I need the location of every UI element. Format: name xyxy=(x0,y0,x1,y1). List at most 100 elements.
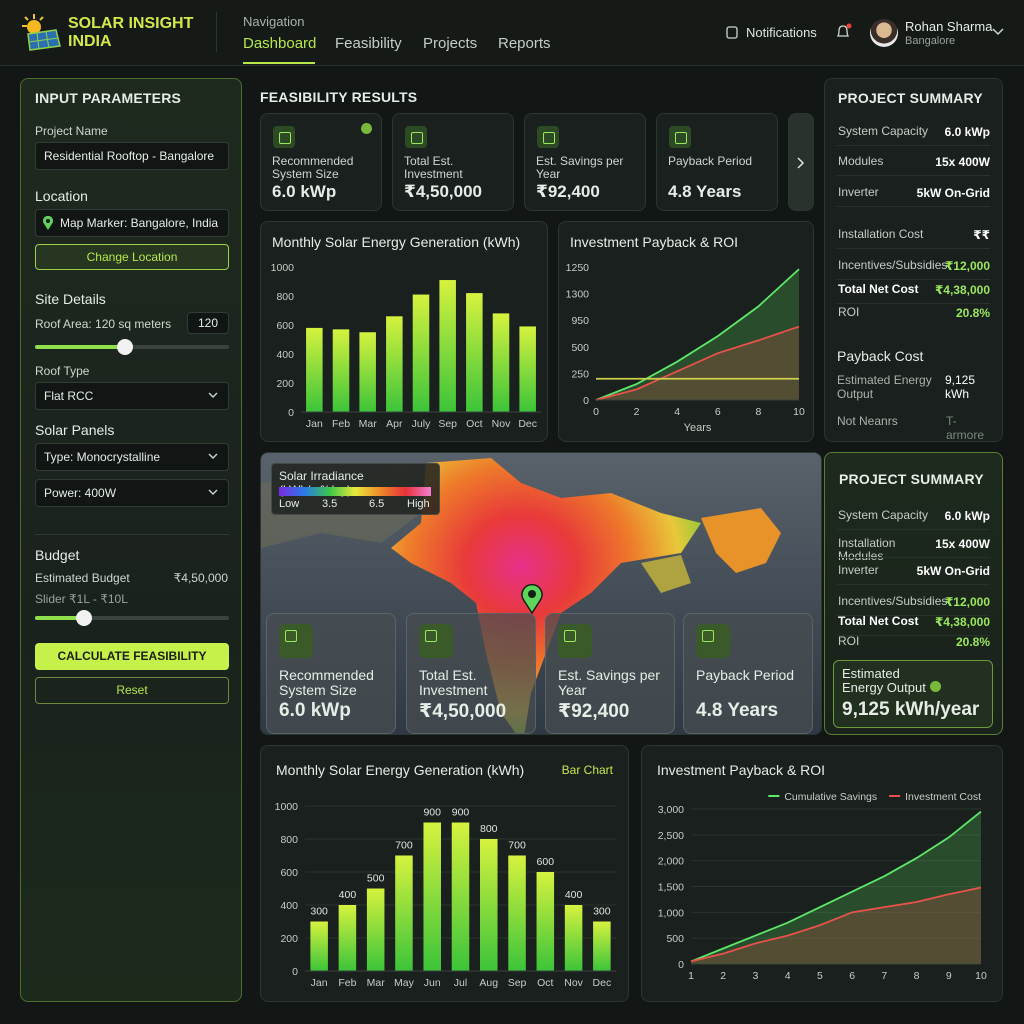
summary-label: Inverter xyxy=(838,563,879,577)
chart: 0 200 400 600 800 1000 Jan 300 Feb 400 Mar 500 May 70… xyxy=(275,801,616,989)
x-tick-label: 2 xyxy=(720,970,726,982)
bar xyxy=(439,280,456,412)
summary-label: Installation Modules xyxy=(838,536,896,563)
row-divider xyxy=(837,175,990,176)
result-card: Est. Savings per Year ₹92,400 xyxy=(524,113,646,211)
calculate-button[interactable]: CALCULATE FEASIBILITY xyxy=(35,643,229,670)
nav-underline xyxy=(243,62,315,64)
section-title: FEASIBILITY RESULTS xyxy=(260,89,418,105)
nav-item[interactable]: Dashboard xyxy=(243,35,317,52)
line xyxy=(690,810,982,963)
bell-icon[interactable] xyxy=(834,22,854,42)
avatar[interactable] xyxy=(870,19,898,47)
slider-track[interactable] xyxy=(35,616,229,620)
next-button[interactable] xyxy=(788,113,814,211)
x-tick-label: 1 xyxy=(688,970,694,982)
card-label: Payback Period xyxy=(668,154,753,168)
area xyxy=(596,326,799,400)
bar xyxy=(451,822,470,971)
y-tick-label: 3,000 xyxy=(658,804,684,816)
card-icon xyxy=(696,624,730,658)
chart-subtitle: Bar Chart xyxy=(561,763,613,777)
text-input[interactable]: Residential Rooftop - Bangalore xyxy=(35,142,229,170)
info-icon[interactable] xyxy=(361,123,372,134)
summary-label: ROI xyxy=(838,305,860,319)
pin-icon xyxy=(43,216,53,230)
location-value: Map Marker: Bangalore, India xyxy=(60,216,219,230)
legend-label: Cumulative Savings xyxy=(784,791,877,803)
energy-label: Estimated Energy Output xyxy=(842,666,926,695)
bar xyxy=(492,313,510,412)
card-label: Est. Savings per Year xyxy=(558,667,660,698)
location-input[interactable]: Map Marker: Bangalore, India xyxy=(35,209,229,237)
slider-label: Slider ₹1L - ₹10L xyxy=(35,592,128,606)
divider xyxy=(216,12,217,52)
x-tick-label: Dec xyxy=(518,418,537,430)
chart: 0 500 1,000 1,500 2,000 2,500 3,000 1 2 3 4 5 6 7 8 9 10… xyxy=(658,791,987,982)
nav-item[interactable]: Feasibility xyxy=(335,35,402,52)
area xyxy=(691,811,981,964)
card-icon xyxy=(419,624,453,658)
x-tick-label: Nov xyxy=(564,977,583,989)
summary-label: Total Net Cost xyxy=(838,282,919,296)
chart-panel: Monthly Solar Energy Generation (kWh) 0 2… xyxy=(260,221,548,442)
card-icon xyxy=(279,624,313,658)
reset-button[interactable]: Reset xyxy=(35,677,229,704)
bar xyxy=(508,855,526,971)
x-tick-label: July xyxy=(412,418,431,430)
card-icon-inner xyxy=(564,630,576,642)
legend-label: High xyxy=(407,498,430,510)
bar xyxy=(338,905,357,971)
map-pin[interactable] xyxy=(521,583,543,615)
x-tick-label: Jun xyxy=(424,977,441,989)
x-tick-label: Jan xyxy=(306,418,323,430)
line xyxy=(595,325,800,401)
x-tick-label: Feb xyxy=(338,977,356,989)
notifications[interactable]: Notifications xyxy=(746,25,817,40)
x-tick-label: May xyxy=(394,977,415,989)
y-tick-label: 800 xyxy=(280,834,298,846)
chevron[interactable] xyxy=(992,28,1004,36)
value-label: 900 xyxy=(452,807,470,819)
x-tick-label: 6 xyxy=(849,970,855,982)
card-value: 4.8 Years xyxy=(668,182,742,201)
panel-type-select[interactable]: Type: Monocrystalline xyxy=(35,443,229,471)
user-name: Rohan Sharma xyxy=(905,19,993,34)
nav-item[interactable]: Reports xyxy=(498,35,551,52)
y-tick-label: 200 xyxy=(276,378,294,390)
value-label: 700 xyxy=(508,840,526,852)
roof-area-input[interactable]: 120 xyxy=(187,312,229,334)
change-location-button[interactable]: Change Location xyxy=(35,244,229,270)
budget-value: ₹4,50,000 xyxy=(173,571,228,585)
summary-panel: PROJECT SUMMARY Estimated Energy Output … xyxy=(824,452,1003,735)
y-tick-label: 600 xyxy=(280,867,298,879)
card-label: Est. Savings per Year xyxy=(536,154,624,181)
info-icon[interactable] xyxy=(930,681,941,692)
chart-title: Monthly Solar Energy Generation (kWh) xyxy=(272,234,521,250)
line xyxy=(690,886,982,963)
user-location: Bangalore xyxy=(905,35,956,47)
x-tick-label: Sep xyxy=(508,977,527,989)
bar xyxy=(395,855,413,971)
y-tick-label: 0 xyxy=(292,966,298,978)
summary-label: Modules xyxy=(838,154,884,168)
y-tick-label: 0 xyxy=(288,407,294,419)
x-tick-label: Dec xyxy=(593,977,612,989)
legend-label: 3.5 xyxy=(322,498,338,510)
slider-knob[interactable] xyxy=(117,339,133,355)
panel-power-select[interactable]: Power: 400W xyxy=(35,479,229,507)
nav-item[interactable]: Projects xyxy=(423,35,478,52)
bar xyxy=(480,839,498,971)
card-value: ₹4,50,000 xyxy=(404,182,483,201)
map-card: Total Est. Investment ₹4,50,000 xyxy=(406,613,536,734)
x-tick-label: Sep xyxy=(438,418,457,430)
value-label: 400 xyxy=(339,889,357,901)
y-tick-label: 950 xyxy=(571,315,589,327)
roof-type-select[interactable]: Flat RCC xyxy=(35,382,229,410)
x-tick-label: 5 xyxy=(817,970,823,982)
brand-line: INDIA xyxy=(68,33,112,50)
section-title: Payback Cost xyxy=(837,348,924,364)
slider-knob[interactable] xyxy=(76,610,92,626)
x-tick-label: 2 xyxy=(634,406,640,418)
